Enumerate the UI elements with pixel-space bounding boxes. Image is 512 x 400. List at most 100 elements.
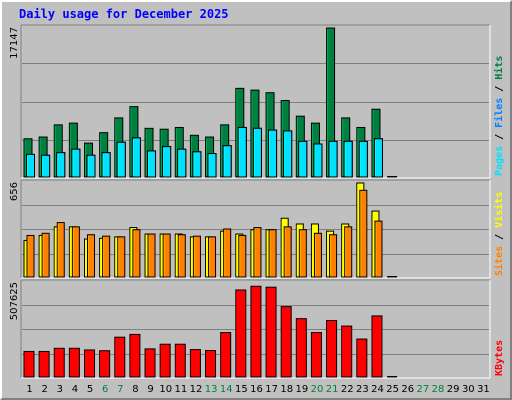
bar-kbytes-day-7 [114, 336, 126, 378]
bar-sites-day-23 [359, 189, 368, 278]
legend-entry: KBytes [494, 340, 505, 376]
bar-kbytes-day-1 [23, 350, 35, 378]
bar-sites-day-13 [208, 236, 217, 278]
bar-kbytes-day-9 [144, 348, 156, 378]
bar-kbytes-day-15 [235, 289, 247, 378]
bar-kbytes-day-6 [99, 350, 111, 378]
bar-sites-day-10 [162, 233, 171, 278]
legend-kbytes: KBytes [494, 340, 505, 376]
x-tick-label-day-12: 12 [190, 384, 203, 395]
bar-pages-day-6 [101, 152, 111, 178]
x-tick-label-day-26: 26 [401, 384, 414, 395]
bar-pages-day-19 [298, 140, 308, 178]
legend-entry: Visits [493, 192, 505, 228]
x-tick-label-day-22: 22 [341, 384, 354, 395]
x-tick-label-day-21: 21 [326, 384, 339, 395]
bar-pages-day-16 [252, 127, 262, 178]
page-title: Daily usage for December 2025 [19, 7, 229, 21]
bar-kbytes-day-5 [84, 349, 96, 378]
bar-kbytes-day-12 [189, 349, 201, 378]
x-tick-label-day-25: 25 [386, 384, 399, 395]
bar-kbytes-day-16 [250, 285, 262, 378]
bar-pages-day-8 [131, 137, 141, 178]
bar-pages-day-23 [358, 140, 368, 178]
bar-kbytes-day-21 [326, 320, 338, 378]
x-tick-label-day-20: 20 [311, 384, 324, 395]
x-tick-label-day-8: 8 [132, 384, 138, 395]
bar-sites-day-14 [223, 228, 232, 278]
legend-entry: Sites [493, 246, 505, 276]
legend-entry: Hits [493, 56, 505, 80]
x-tick-label-day-1: 1 [26, 384, 32, 395]
bar-pages-day-4 [71, 148, 81, 178]
bar-sites-day-3 [56, 222, 65, 278]
bar-sites-day-6 [102, 235, 111, 278]
bar-sites-day-11 [177, 234, 186, 278]
bar-sites-day-21 [329, 234, 338, 278]
bar-pages-day-10 [162, 146, 172, 178]
bar-kbytes-day-8 [129, 333, 141, 378]
bar-pages-day-3 [56, 152, 66, 178]
x-tick-label-day-28: 28 [432, 384, 445, 395]
panel-sites-visits: 656 Sites / Visits [9, 179, 505, 279]
x-tick-label-day-18: 18 [280, 384, 293, 395]
x-tick-label-day-30: 30 [462, 384, 475, 395]
x-tick-label-day-11: 11 [174, 384, 187, 395]
bar-kbytes-day-23 [356, 338, 368, 378]
x-tick-label-day-17: 17 [265, 384, 278, 395]
x-tick-label-day-6: 6 [102, 384, 108, 395]
bar-kbytes-day-24 [371, 315, 383, 378]
bar-pages-day-2 [41, 154, 51, 178]
y-max-label: 656 [9, 182, 20, 201]
x-tick-label-day-31: 31 [477, 384, 490, 395]
bar-pages-day-17 [268, 129, 278, 178]
bar-sites-day-5 [87, 234, 96, 278]
bar-sites-day-4 [71, 226, 80, 278]
bar-kbytes-day-19 [295, 318, 307, 378]
legend-entry: / [494, 128, 505, 146]
bar-sites-day-19 [298, 229, 307, 278]
bar-pages-day-7 [116, 141, 126, 178]
bar-sites-day-9 [147, 233, 156, 278]
bar-sites-day-12 [192, 235, 201, 278]
bar-kbytes-day-17 [265, 286, 277, 378]
bar-sites-day-1 [26, 234, 35, 278]
y-max-label: 507625 [9, 282, 20, 320]
bar-zero-marker [387, 376, 398, 378]
legend-entry: / [494, 80, 505, 98]
bar-pages-day-5 [86, 154, 96, 178]
bar-pages-day-9 [147, 150, 157, 178]
bar-sites-day-20 [313, 232, 322, 278]
bar-pages-day-18 [283, 130, 293, 178]
x-tick-label-day-19: 19 [296, 384, 309, 395]
x-tick-label-day-29: 29 [447, 384, 460, 395]
legend-entry: Pages [494, 146, 505, 176]
x-tick-label-day-14: 14 [220, 384, 233, 395]
bar-sites-day-8 [132, 229, 141, 278]
bar-kbytes-day-4 [68, 347, 80, 378]
bar-sites-day-18 [283, 226, 292, 278]
bar-kbytes-day-22 [341, 325, 353, 378]
panel-kbytes: 507625 KBytes [9, 279, 505, 379]
bar-pages-day-1 [26, 153, 35, 178]
bar-zero-marker [387, 176, 398, 178]
bar-sites-day-2 [41, 232, 50, 278]
bar-pages-day-24 [373, 138, 383, 178]
bar-zero-marker [387, 276, 398, 278]
bar-kbytes-day-14 [220, 332, 232, 378]
bar-pages-day-20 [313, 143, 323, 178]
bar-sites-day-17 [268, 229, 277, 278]
legend-entry: Files [493, 98, 505, 128]
bar-kbytes-day-2 [38, 350, 50, 378]
legend-pages-files-hits: Pages / Files / Hits [493, 56, 505, 176]
bar-pages-day-12 [192, 151, 202, 178]
x-tick-label-day-2: 2 [42, 384, 48, 395]
bar-sites-day-7 [117, 236, 126, 278]
y-max-label: 17147 [9, 27, 20, 59]
bar-kbytes-day-20 [310, 332, 322, 378]
x-tick-label-day-23: 23 [356, 384, 369, 395]
x-tick-label-day-5: 5 [87, 384, 93, 395]
legend-entry: / [494, 228, 505, 246]
bar-pages-day-13 [207, 153, 217, 178]
